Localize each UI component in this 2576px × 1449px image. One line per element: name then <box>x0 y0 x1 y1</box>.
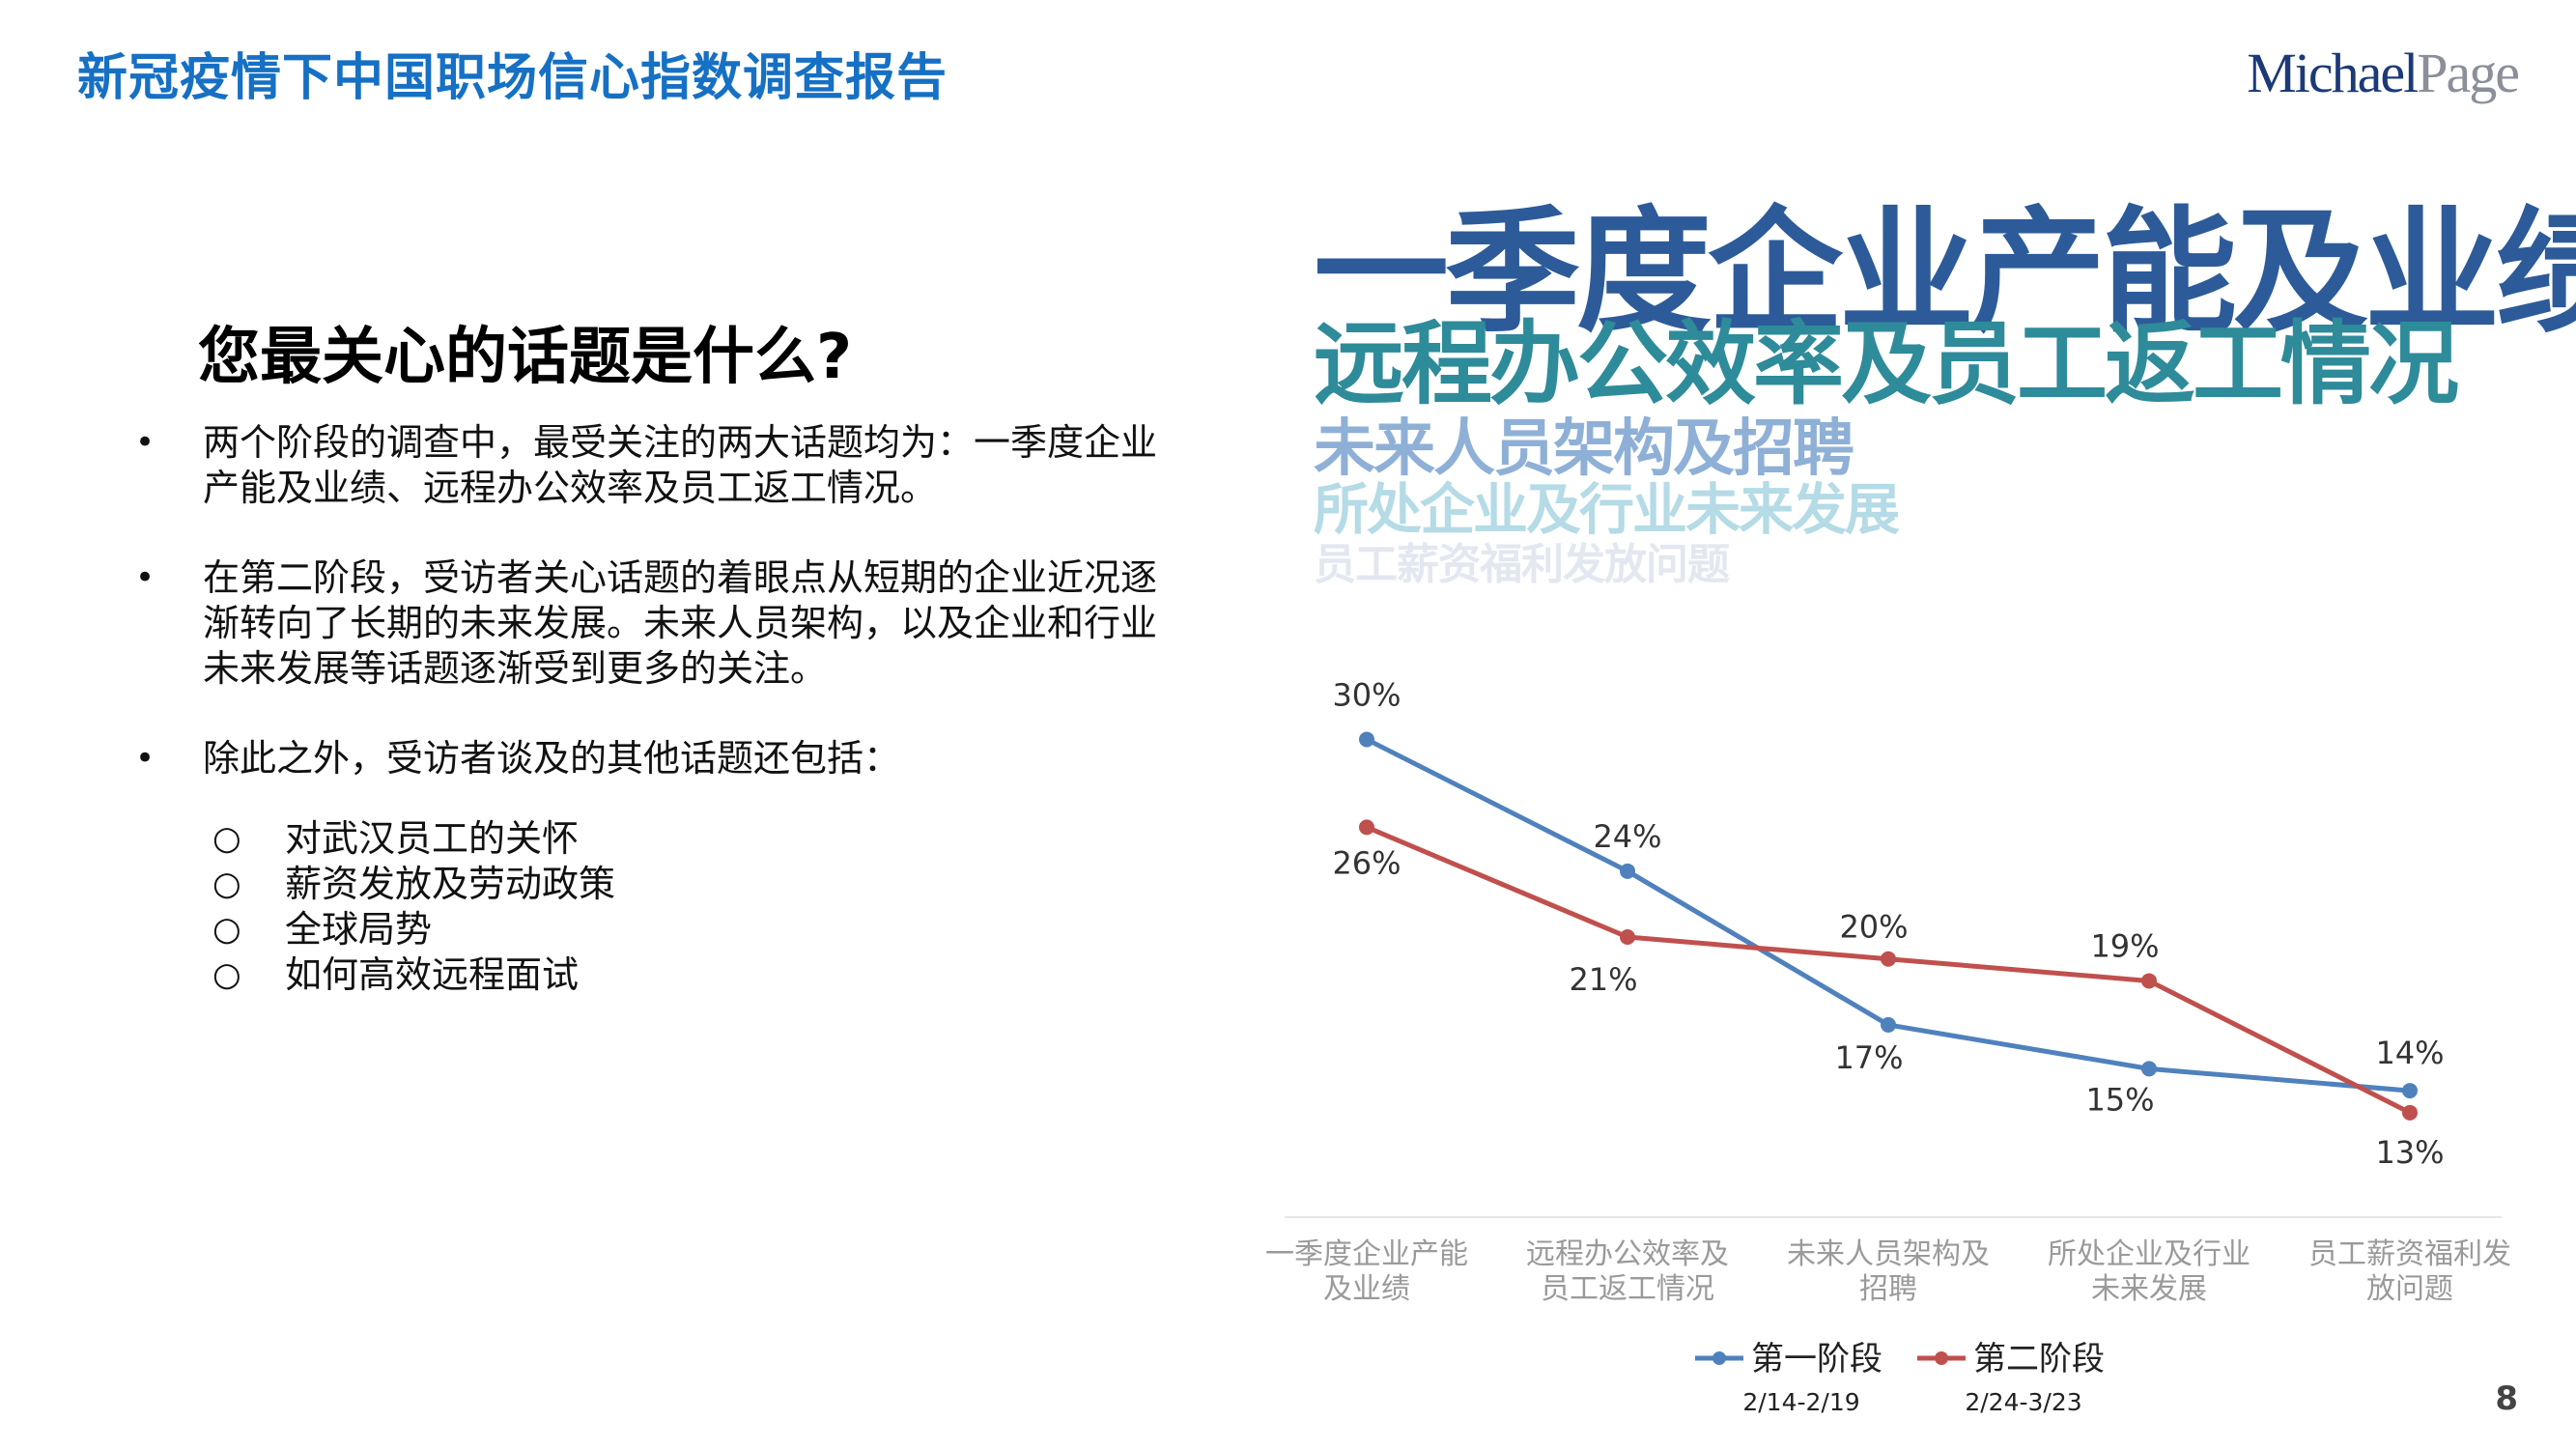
sub-bullet-text: 薪资发放及劳动政策 <box>285 863 616 905</box>
legend-period: 2/14-2/19 <box>1742 1388 1859 1416</box>
x-tick-label: 未来发展 <box>2091 1272 2207 1306</box>
x-tick-label: 招聘 <box>1859 1272 1917 1306</box>
x-tick-label: 一季度企业产能 <box>1265 1237 1468 1271</box>
bullet-list: • 两个阶段的调查中，最受关注的两大话题均为：一季度企业产能及业绩、远程办公效率及… <box>135 420 1178 998</box>
bullet-item: • 除此之外，受访者谈及的其他话题还包括： <box>135 736 1178 781</box>
data-point <box>1359 731 1374 748</box>
circle-bullet-icon: ○ <box>212 865 241 903</box>
x-tick-label: 远程办公效率及 <box>1526 1237 1729 1271</box>
circle-bullet-icon: ○ <box>212 955 241 994</box>
data-label: 30% <box>1332 676 1401 713</box>
data-point <box>2402 1083 2418 1099</box>
logo-part-1: Michael <box>2247 42 2419 104</box>
data-point <box>2141 973 2157 989</box>
page-number: 8 <box>2495 1379 2518 1418</box>
data-point <box>1881 951 1896 967</box>
data-label: 19% <box>2090 927 2159 964</box>
data-label: 20% <box>1839 909 1908 946</box>
topics-line-chart: 一季度企业产能及业绩 远程办公效率及员工返工情况 未来人员架构及招聘 所处企业及行业未… <box>1265 676 2511 1416</box>
bullet-text: 两个阶段的调查中，最受关注的两大话题均为：一季度企业产能及业绩、远程办公效率及员… <box>203 421 1158 509</box>
legend-period: 2/24-3/23 <box>1965 1388 2081 1416</box>
legend-label: 第二阶段 <box>1973 1340 2105 1378</box>
circle-bullet-icon: ○ <box>212 910 241 949</box>
sub-bullet-text: 对武汉员工的关怀 <box>285 817 580 860</box>
sub-bullet-item: ○ 全球局势 <box>212 907 1178 952</box>
data-point <box>2141 1061 2157 1077</box>
data-label: 21% <box>1569 961 1637 998</box>
legend-marker-icon <box>1713 1351 1726 1365</box>
bullet-dot-icon: • <box>135 739 156 778</box>
data-point <box>2402 1104 2418 1121</box>
sub-bullet-text: 全球局势 <box>285 908 433 951</box>
data-label: 14% <box>2375 1035 2444 1071</box>
x-tick-label: 放问题 <box>2366 1272 2453 1306</box>
x-tick-label: 及业绩 <box>1323 1272 1410 1306</box>
data-point <box>1620 863 1635 879</box>
data-label: 13% <box>2375 1134 2444 1171</box>
word-cloud-topic-4: 所处企业及行业未来发展 <box>1314 478 1900 542</box>
sub-bullet-item: ○ 对武汉员工的关怀 <box>212 816 1178 862</box>
report-title: 新冠疫情下中国职场信心指数调查报告 <box>77 49 948 107</box>
data-point <box>1359 819 1374 836</box>
section-question: 您最关心的话题是什么? <box>198 322 853 393</box>
x-tick-label: 员工薪资福利发 <box>2308 1237 2511 1271</box>
bullet-dot-icon: • <box>135 558 156 597</box>
bullet-item: • 在第二阶段，受访者关心话题的着眼点从短期的企业近况逐渐转向了长期的未来发展。未… <box>135 555 1178 692</box>
data-label: 15% <box>2085 1081 2154 1118</box>
bullet-text: 在第二阶段，受访者关心话题的着眼点从短期的企业近况逐渐转向了长期的未来发展。未来… <box>203 556 1158 690</box>
data-label: 26% <box>1332 844 1401 881</box>
data-label: 24% <box>1593 818 1661 855</box>
legend-label: 第一阶段 <box>1751 1340 1882 1378</box>
data-point <box>1620 929 1635 945</box>
word-cloud-topic-5: 员工薪资福利发放问题 <box>1314 540 1730 589</box>
x-tick-label: 未来人员架构及 <box>1787 1237 1990 1271</box>
sub-bullet-text: 如何高效远程面试 <box>285 953 580 996</box>
sub-bullet-list: ○ 对武汉员工的关怀 ○ 薪资发放及劳动政策 ○ 全球局势 ○ 如何高效远程面试 <box>135 816 1178 998</box>
sub-bullet-item: ○ 如何高效远程面试 <box>212 952 1178 998</box>
word-cloud-topic-1: 一季度企业产能及业绩 <box>1314 194 2576 352</box>
x-tick-label: 所处企业及行业 <box>2048 1237 2250 1271</box>
word-cloud-topic-3: 未来人员架构及招聘 <box>1314 413 1854 485</box>
x-tick-label: 员工返工情况 <box>1541 1272 1714 1306</box>
data-point <box>1881 1016 1896 1033</box>
word-cloud-topic-2: 远程办公效率及员工返工情况 <box>1314 312 2459 417</box>
data-label: 17% <box>1834 1039 1903 1076</box>
logo-part-2: Page <box>2417 42 2520 104</box>
circle-bullet-icon: ○ <box>212 819 241 858</box>
bullet-item: • 两个阶段的调查中，最受关注的两大话题均为：一季度企业产能及业绩、远程办公效率及… <box>135 420 1178 511</box>
legend-marker-icon <box>1935 1351 1948 1365</box>
michael-page-logo: MichaelPage <box>2247 41 2520 105</box>
sub-bullet-item: ○ 薪资发放及劳动政策 <box>212 862 1178 907</box>
bullet-dot-icon: • <box>135 423 156 462</box>
bullet-text: 除此之外，受访者谈及的其他话题还包括： <box>203 737 901 780</box>
